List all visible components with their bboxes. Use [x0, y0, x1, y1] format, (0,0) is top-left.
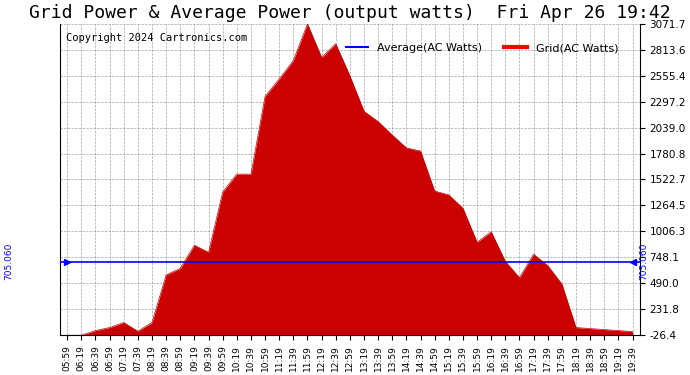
Text: Copyright 2024 Cartronics.com: Copyright 2024 Cartronics.com: [66, 33, 247, 43]
Text: 705.060: 705.060: [640, 243, 649, 280]
Title: Grid Power & Average Power (output watts)  Fri Apr 26 19:42: Grid Power & Average Power (output watts…: [29, 4, 671, 22]
Text: 705.060: 705.060: [5, 243, 14, 280]
Legend: Average(AC Watts), Grid(AC Watts): Average(AC Watts), Grid(AC Watts): [342, 39, 622, 57]
